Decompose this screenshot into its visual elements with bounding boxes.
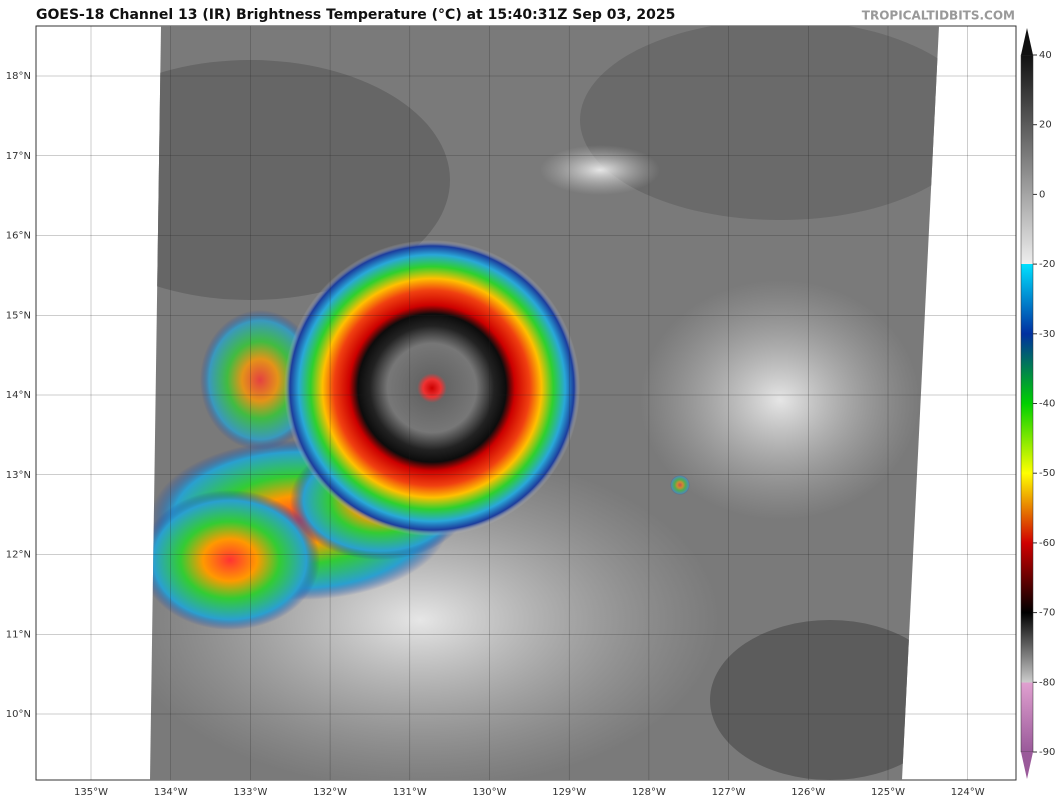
latitude-label: 16°N [6,231,31,242]
satellite-image [150,26,939,780]
latitude-label: 15°N [6,310,31,321]
longitude-label: 124°W [951,787,985,798]
credit: TROPICALTIDBITS.COM [862,9,1015,23]
longitude-label: 129°W [552,787,586,798]
latitude-label: 17°N [6,151,31,162]
latitude-label: 14°N [6,390,31,401]
latitude-label: 18°N [6,71,31,82]
longitude-label: 133°W [233,787,267,798]
latitude-label: 10°N [6,709,31,720]
colorbar-tick-label: -70 [1039,608,1055,619]
colorbar-tick-label: -80 [1039,677,1055,688]
colorbar-tick-label: 40 [1039,50,1052,61]
longitude-label: 125°W [871,787,905,798]
colorbar-tick-label: -30 [1039,329,1055,340]
longitude-label: 130°W [473,787,507,798]
title: GOES-18 Channel 13 (IR) Brightness Tempe… [36,7,675,23]
colorbar-tick-label: 0 [1039,189,1045,200]
longitude-label: 126°W [791,787,825,798]
longitude-label: 132°W [313,787,347,798]
colorbar-top-arrow [1021,28,1033,55]
colorbar-tick-label: -60 [1039,538,1055,549]
colorbar-tick-label: 20 [1039,120,1052,131]
colorbar-tick-label: -90 [1039,747,1055,758]
longitude-label: 128°W [632,787,666,798]
colorbar-bottom-arrow [1021,752,1033,779]
latitude-label: 13°N [6,470,31,481]
latitude-label: 11°N [6,629,31,640]
longitude-label: 134°W [154,787,188,798]
colorbar-tick-label: -20 [1039,259,1055,270]
longitude-label: 135°W [74,787,108,798]
colorbar-ticks: 40 20 0 -20 -30 -40 -50 -60 -70 -80 -90 [1033,50,1055,758]
latitude-label: 12°N [6,550,31,561]
colorbar-tick-label: -40 [1039,399,1055,410]
colorbar-tick-label: -50 [1039,468,1055,479]
longitude-label: 131°W [393,787,427,798]
longitude-label: 127°W [712,787,746,798]
graticule: 135°W 134°W 133°W 132°W 131°W 130°W 129°W 128°W… [6,26,1016,798]
colorbar [1020,54,1034,753]
